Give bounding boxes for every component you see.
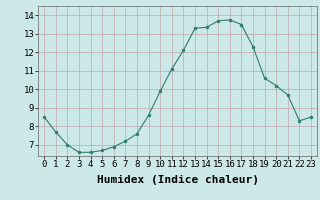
X-axis label: Humidex (Indice chaleur): Humidex (Indice chaleur): [97, 175, 259, 185]
